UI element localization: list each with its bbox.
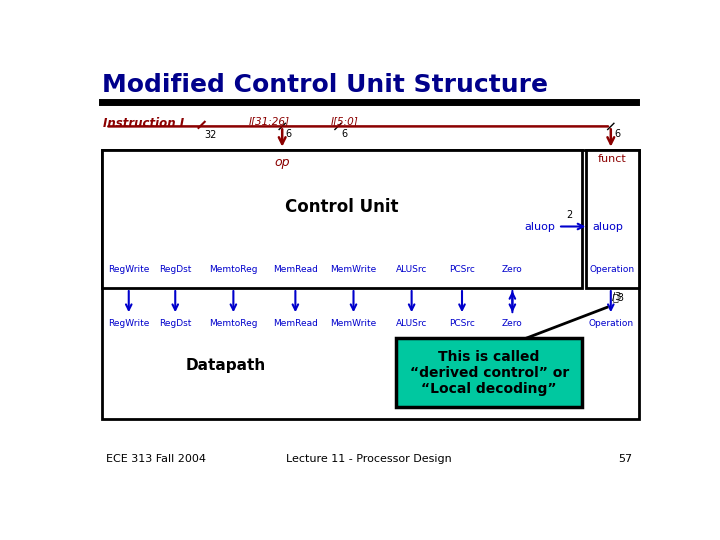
Text: MemRead: MemRead (273, 265, 318, 274)
Text: aluop: aluop (593, 221, 623, 232)
Text: 2: 2 (566, 211, 572, 220)
Text: funct: funct (598, 154, 626, 164)
Text: PCSrc: PCSrc (449, 265, 475, 274)
Text: MemtoReg: MemtoReg (209, 319, 258, 328)
Text: ⧸3: ⧸3 (612, 292, 624, 302)
Text: PCSrc: PCSrc (449, 319, 475, 328)
Text: RegWrite: RegWrite (108, 265, 150, 274)
Text: MemtoReg: MemtoReg (209, 265, 258, 274)
Text: MemWrite: MemWrite (330, 265, 377, 274)
Bar (396, 338, 582, 408)
Text: Zero: Zero (502, 265, 523, 274)
Text: Modified Control Unit Structure: Modified Control Unit Structure (102, 72, 548, 97)
Text: op: op (274, 156, 290, 168)
Text: RegDst: RegDst (159, 319, 192, 328)
Text: 6: 6 (341, 130, 347, 139)
Text: 6: 6 (614, 130, 620, 139)
Text: Instruction I: Instruction I (103, 117, 184, 130)
Text: ALUSrc: ALUSrc (396, 319, 427, 328)
Text: ALUSrc: ALUSrc (396, 265, 427, 274)
Bar (102, 150, 639, 419)
Text: /3: /3 (612, 292, 622, 302)
Text: Operation: Operation (588, 319, 634, 328)
Text: Datapath: Datapath (186, 357, 266, 373)
Text: 32: 32 (204, 130, 216, 140)
Text: Control Unit: Control Unit (285, 198, 399, 216)
Text: 6: 6 (285, 130, 292, 139)
Text: This is called
“derived control” or
“Local decoding”: This is called “derived control” or “Loc… (410, 349, 569, 396)
Bar (586, 150, 639, 288)
Text: 57: 57 (618, 454, 632, 464)
Text: Operation: Operation (590, 265, 635, 274)
Text: RegWrite: RegWrite (108, 319, 150, 328)
Text: I[5:0]: I[5:0] (330, 116, 358, 126)
Text: Lecture 11 - Processor Design: Lecture 11 - Processor Design (286, 454, 452, 464)
Text: ECE 313 Fall 2004: ECE 313 Fall 2004 (106, 454, 205, 464)
Text: Zero: Zero (502, 319, 523, 328)
Text: MemRead: MemRead (273, 319, 318, 328)
Text: aluop: aluop (524, 221, 555, 232)
Bar (102, 150, 582, 288)
Text: MemWrite: MemWrite (330, 319, 377, 328)
Text: I[31:26]: I[31:26] (249, 116, 290, 126)
Text: RegDst: RegDst (159, 265, 192, 274)
